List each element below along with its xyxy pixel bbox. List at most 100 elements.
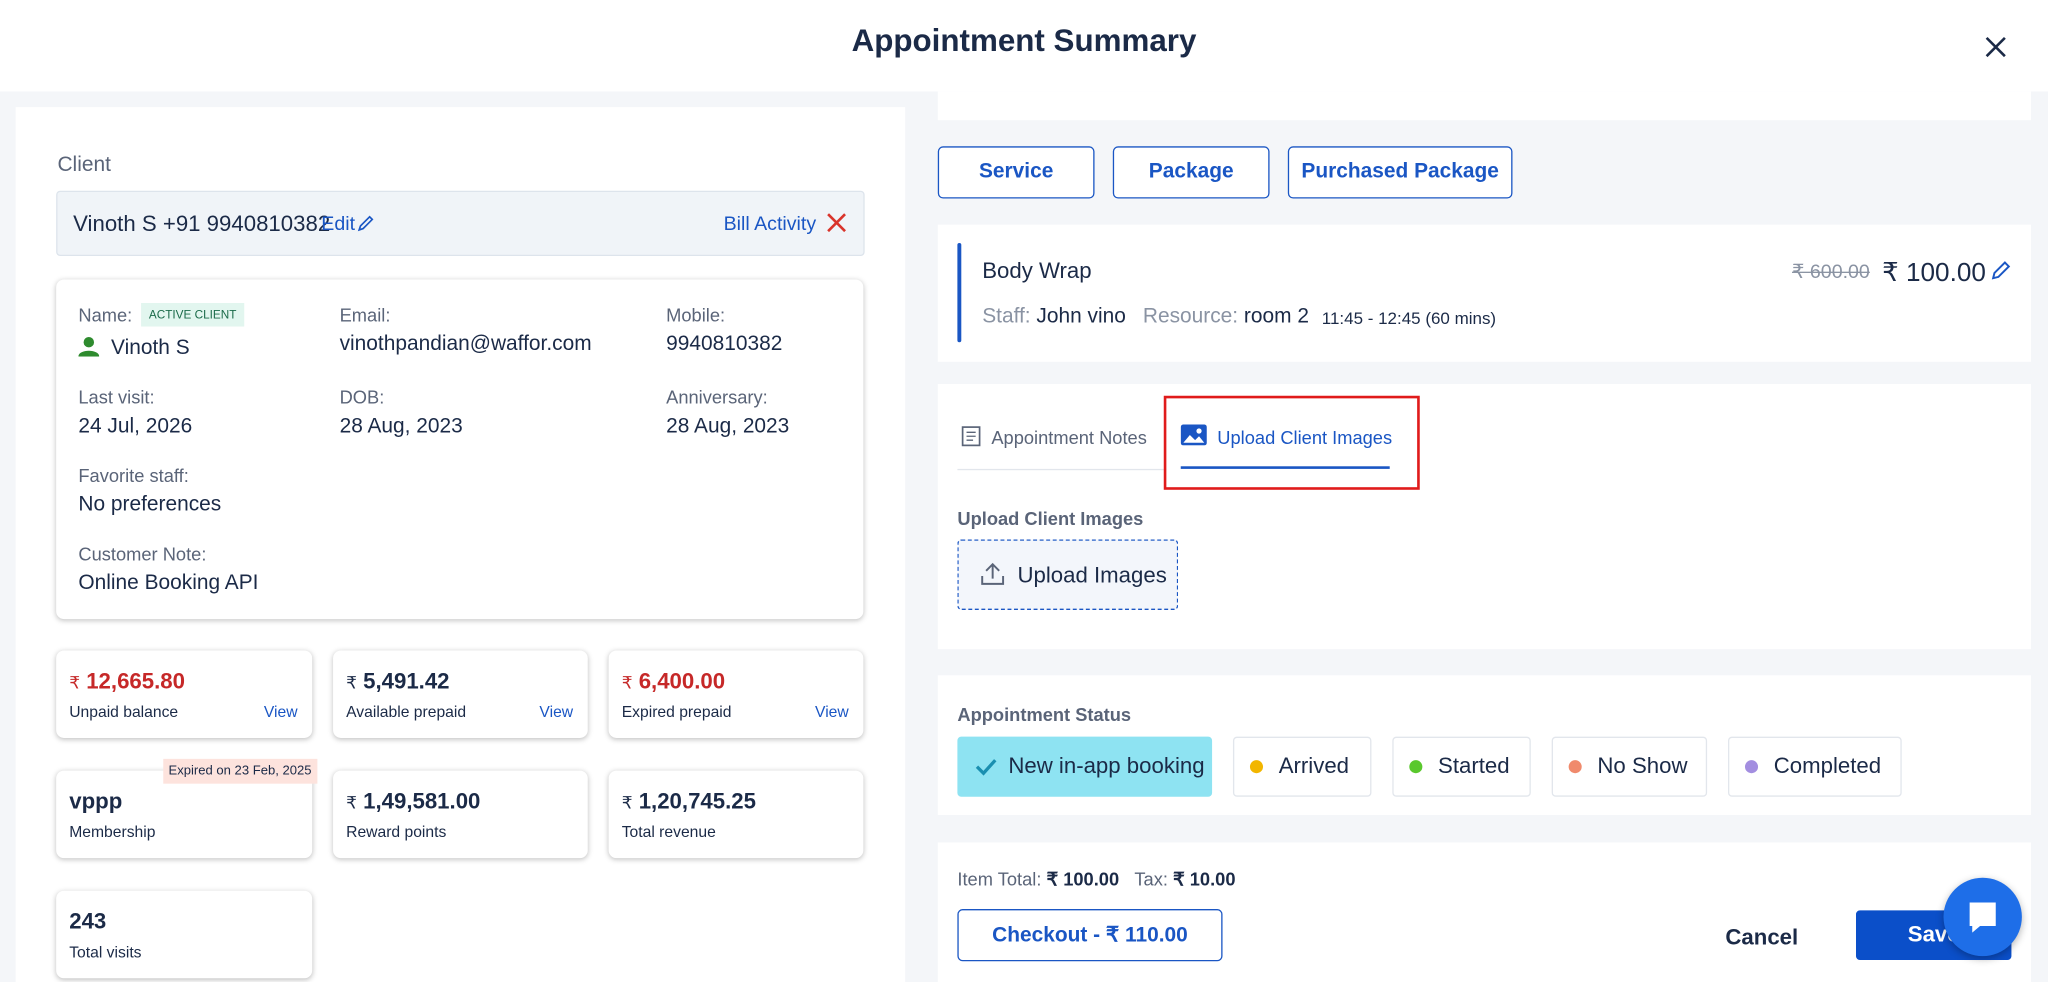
edit-icon[interactable] [1991, 260, 2012, 281]
stat-currency: ₹ [621, 792, 633, 813]
bill-activity[interactable]: Bill Activity [723, 212, 817, 236]
stat-amount: 243 [69, 909, 107, 934]
notes-tab[interactable]: Appointment Notes [991, 427, 1147, 448]
stat-label: Available prepaid [346, 702, 467, 721]
resource-value: room 2 [1243, 305, 1309, 328]
view-link[interactable]: View [815, 702, 849, 721]
item-total-label: Item Total: [957, 868, 1042, 890]
detail-label: Favorite staff: [78, 464, 189, 486]
stat-currency: ₹ [346, 672, 357, 693]
item-total: ₹ 100.00 [1046, 868, 1120, 890]
detail-label: Last visit: [78, 386, 155, 408]
totals: Item Total: ₹ 100.00 Tax: ₹ 10.00 [957, 869, 1235, 891]
upload-label: Upload Client Images [957, 508, 1144, 529]
header [0, 0, 2048, 92]
package-tab[interactable]: Package [1112, 146, 1270, 199]
resource-label: Resource: [1142, 305, 1239, 328]
service-tab[interactable]: Service [937, 146, 1095, 199]
title: Appointment Summary [851, 23, 1197, 59]
staff: Staff: John vino [982, 306, 1126, 330]
upload-tab[interactable]: Upload Client Images [1217, 427, 1393, 448]
status-text: Completed [1773, 753, 1882, 779]
client-label: Client [57, 154, 111, 177]
status-text: Arrived [1278, 753, 1350, 779]
stat-label: Membership [69, 822, 156, 842]
resource: Resource: room 2 [1143, 306, 1309, 330]
status-option[interactable]: No Show [1551, 736, 1708, 797]
detail-label: Mobile: [666, 304, 726, 326]
upload-button-text: Upload Images [1017, 562, 1167, 588]
top-strip [937, 91, 2032, 121]
tax: ₹ 10.00 [1173, 868, 1236, 890]
notes-icon [961, 426, 981, 447]
stat-card [333, 650, 588, 738]
detail-value: Online Booking API [78, 572, 259, 595]
price: ₹ 100.00 [1882, 258, 1986, 288]
status-option[interactable]: New in-app booking [957, 736, 1213, 797]
stat-card [56, 650, 313, 738]
upload-button[interactable] [957, 539, 1179, 610]
view-link[interactable]: View [539, 702, 574, 721]
detail-value: 24 Jul, 2026 [78, 415, 193, 438]
stat-label: Total revenue [621, 822, 716, 842]
detail-label: Name: [78, 304, 133, 326]
highlight-box [1163, 395, 1420, 490]
status-option[interactable]: Arrived [1232, 736, 1372, 797]
detail-value: 28 Aug, 2023 [339, 415, 463, 438]
edit-link[interactable]: Edit [321, 212, 356, 236]
service-name: Body Wrap [982, 258, 1092, 284]
stat-amount: 1,20,745.25 [638, 788, 756, 814]
status-text: Started [1438, 753, 1510, 779]
chat-icon [1969, 902, 1996, 933]
stat-amount: 5,491.42 [363, 668, 450, 694]
stat-label: Reward points [346, 822, 447, 842]
status-text: No Show [1597, 753, 1688, 779]
stat-amount: 12,665.80 [86, 668, 185, 694]
detail-value: Vinoth S [111, 336, 190, 360]
stat-card [608, 650, 864, 738]
upload-icon [981, 562, 1005, 585]
stat-currency: ₹ [621, 672, 633, 693]
stat-amount: vppp [69, 788, 123, 814]
stat-card [56, 770, 313, 859]
stat-card [56, 890, 313, 979]
stat-card [608, 770, 864, 859]
status-option[interactable]: Started [1392, 736, 1531, 797]
staff-label: Staff: [982, 305, 1031, 328]
stat-currency: ₹ [69, 672, 81, 693]
stat-amount: 6,400.00 [638, 668, 726, 694]
client-bar [56, 190, 865, 256]
stat-label: Unpaid balance [69, 702, 179, 721]
chat-button[interactable] [1943, 877, 2022, 957]
checkout-button[interactable]: Checkout - ₹ 110.00 [957, 909, 1223, 962]
detail-value: 28 Aug, 2023 [666, 415, 790, 438]
tax-label: Tax: [1134, 868, 1168, 890]
client-summary: Vinoth S +91 9940810382 [73, 211, 331, 237]
time: 11:45 - 12:45 (60 mins) [1321, 308, 1497, 328]
detail-value: 9940810382 [666, 333, 783, 356]
detail-value: No preferences [78, 493, 222, 516]
staff-value: John vino [1036, 305, 1126, 328]
cancel-button[interactable]: Cancel [1725, 924, 1799, 950]
detail-label: Customer Note: [78, 543, 207, 565]
status-text: New in-app booking [1008, 753, 1205, 779]
status-option[interactable]: Completed [1727, 736, 1902, 797]
stat-label: Expired prepaid [621, 702, 732, 721]
expired-tag: Expired on 23 Feb, 2025 [163, 758, 317, 784]
details-card [56, 279, 864, 620]
detail-label: DOB: [339, 386, 385, 408]
view-link[interactable]: View [263, 702, 298, 721]
detail-label: Anniversary: [666, 386, 768, 408]
old-price: ₹ 600.00 [1791, 261, 1870, 284]
detail-value: vinothpandian@waffor.com [339, 333, 592, 356]
purchased-package-tab[interactable]: Purchased Package [1287, 146, 1513, 199]
user-icon [78, 336, 100, 357]
remove-icon[interactable] [827, 213, 847, 233]
close-icon[interactable] [1985, 36, 2006, 58]
edit-icon [357, 215, 374, 232]
service-accent [957, 242, 962, 343]
detail-label: Email: [339, 304, 391, 326]
stat-currency: ₹ [346, 792, 357, 813]
